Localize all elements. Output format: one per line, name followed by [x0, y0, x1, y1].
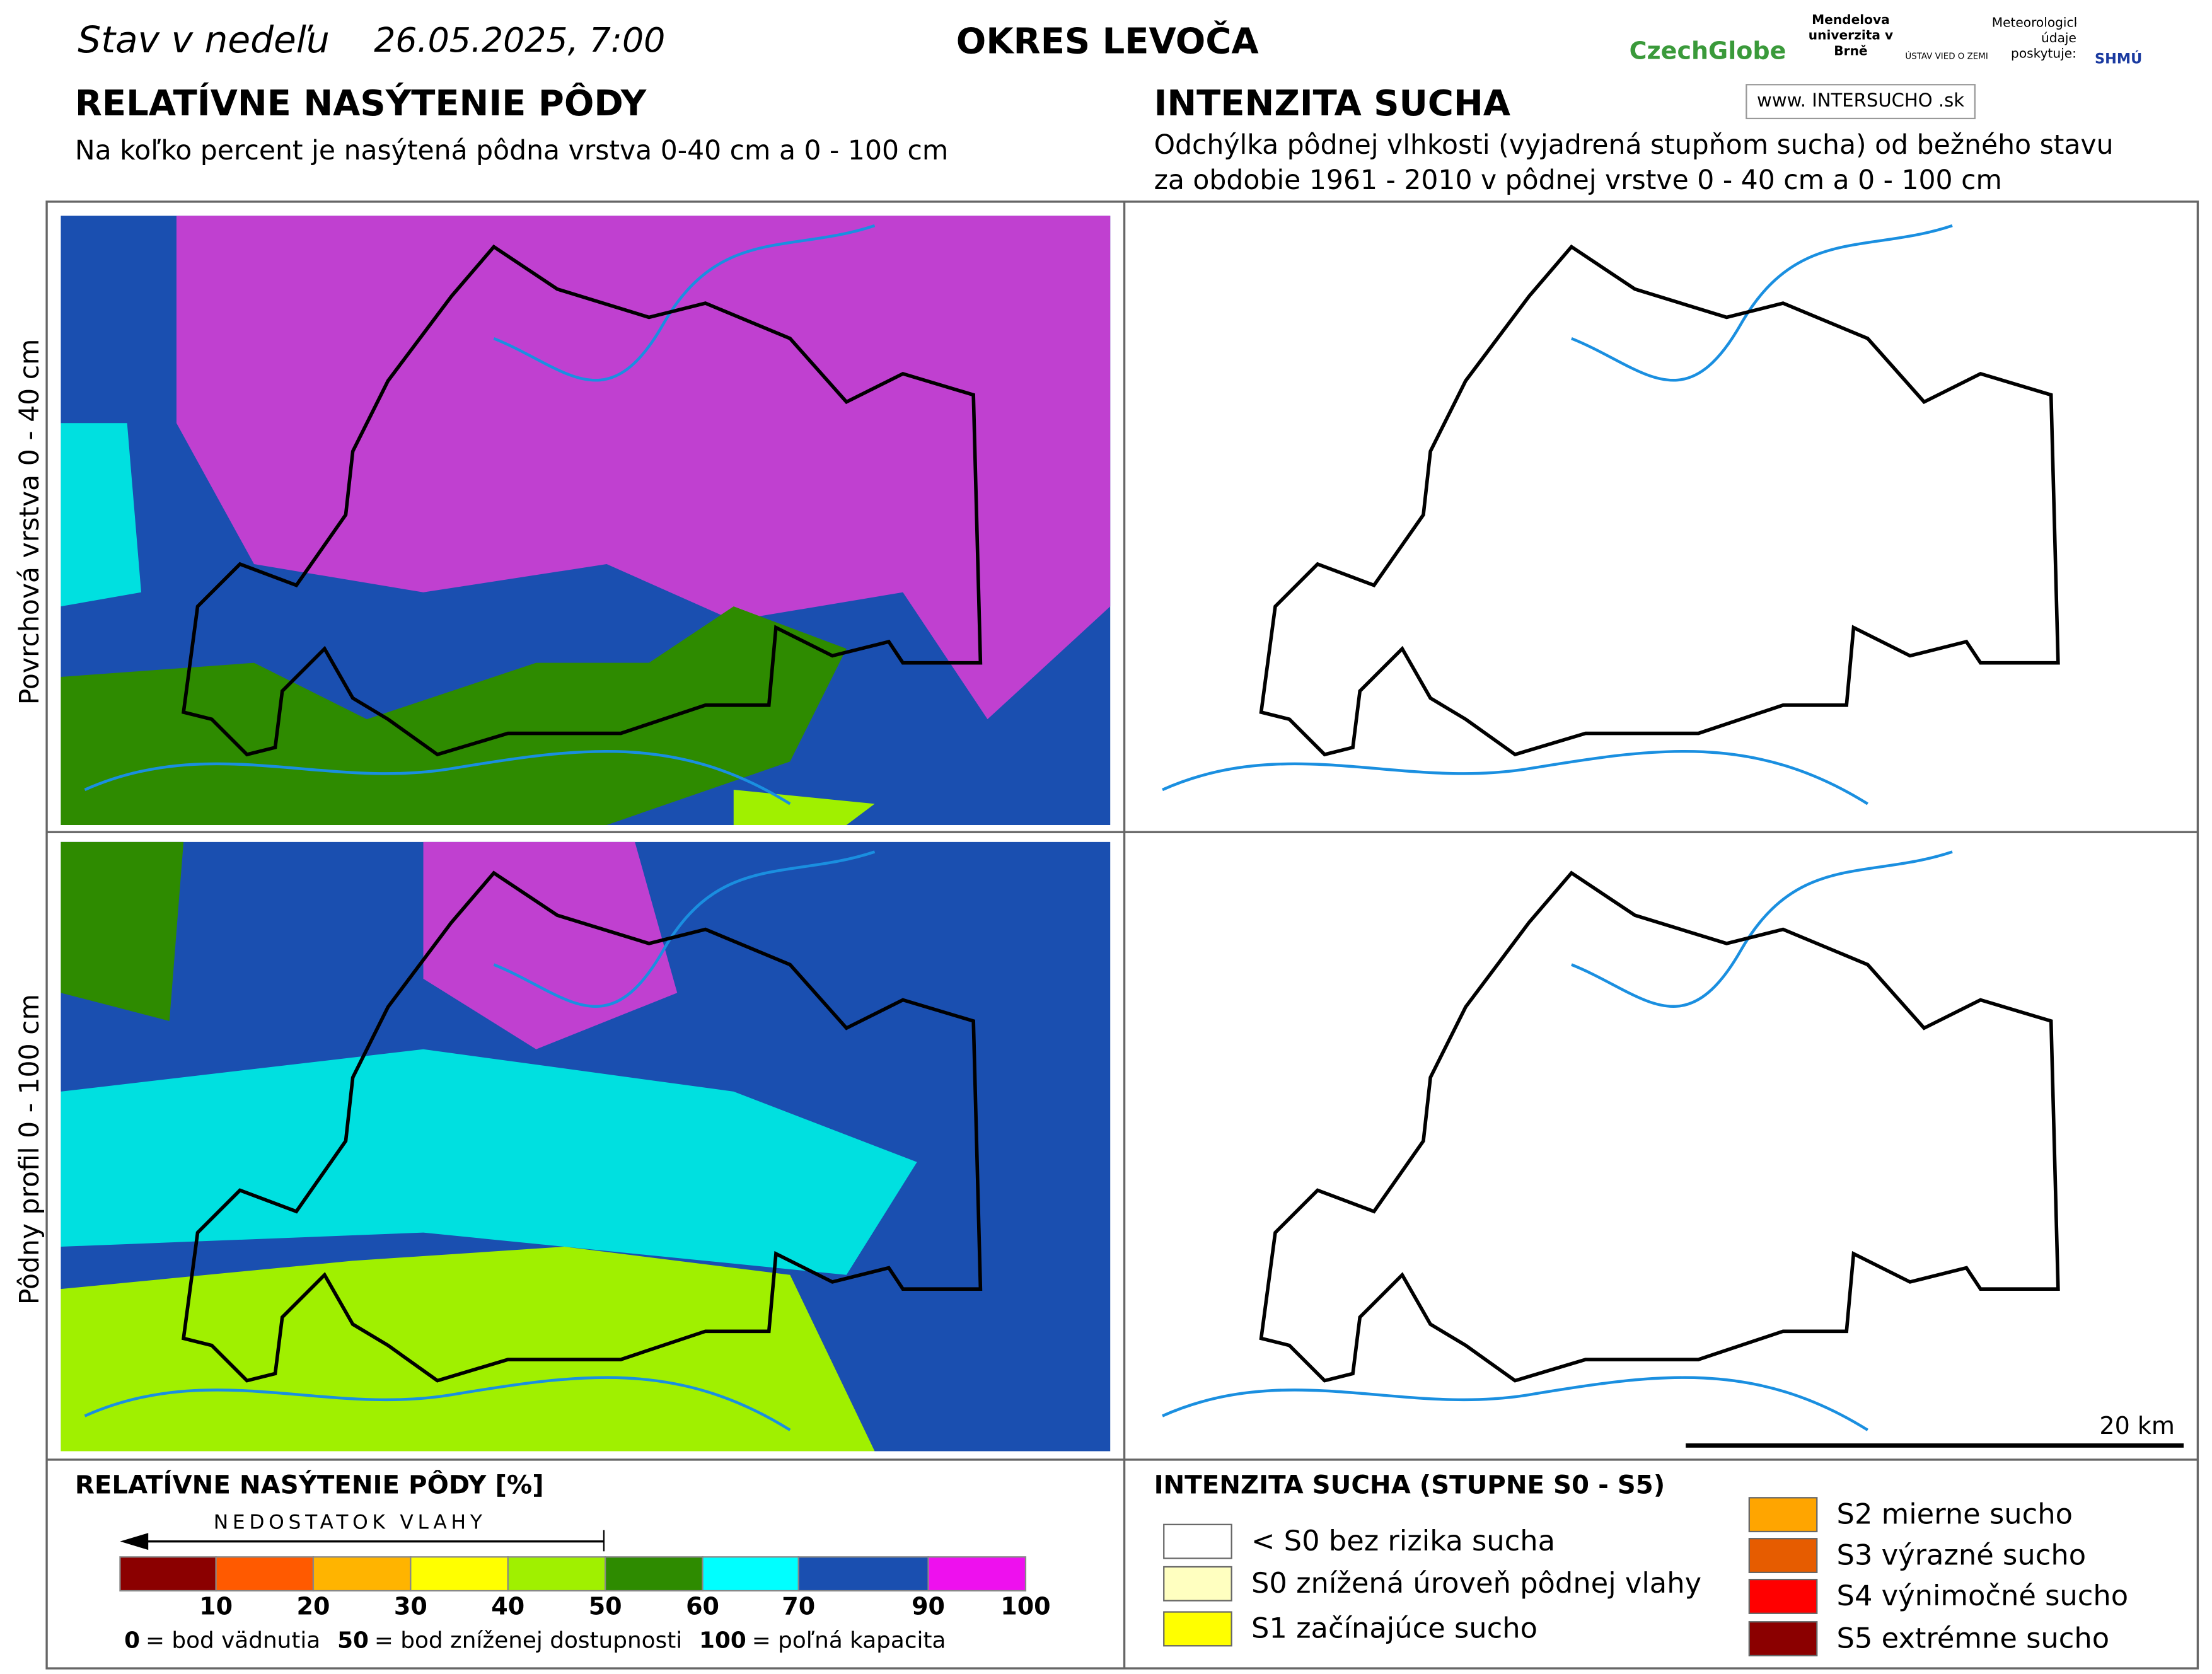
- legend-tick: 50: [589, 1592, 622, 1620]
- map-area: [423, 841, 678, 1049]
- note-key: 100: [699, 1628, 746, 1654]
- river: [84, 749, 791, 805]
- note-text: = bod zníženej dostupnosti: [374, 1628, 682, 1654]
- legend-swatch: [1163, 1523, 1232, 1559]
- note-key: 50: [337, 1628, 369, 1654]
- legend-label: S1 začínajúce sucho: [1251, 1612, 1537, 1645]
- legend-tick: 10: [199, 1592, 233, 1620]
- logo-mendel: Mendelova univerzita v Brně: [1808, 14, 1894, 59]
- legend-swatch: [797, 1556, 929, 1592]
- legend-swatch: [1748, 1578, 1818, 1614]
- logo-shmu-note: Meteorologické údaje poskytuje:: [1991, 16, 2076, 62]
- map-panel: [1138, 216, 2188, 825]
- legend-swatch: [119, 1556, 217, 1592]
- logo-shmu-note-box: Meteorologické údaje poskytuje:: [1991, 16, 2076, 62]
- legend-title: INTENZITA SUCHA (STUPNE S0 - S5): [1154, 1470, 1665, 1499]
- river: [1571, 224, 1953, 382]
- map-area: [176, 216, 1111, 720]
- scale-label: 20 km: [2099, 1412, 2175, 1440]
- legend-tick: 70: [782, 1592, 815, 1620]
- legend-label: S3 výrazné sucho: [1837, 1538, 2087, 1571]
- river: [1162, 1376, 1868, 1431]
- river: [493, 850, 876, 1008]
- date: 26.05.2025, 7:00: [374, 20, 665, 60]
- map-area: [61, 423, 141, 607]
- legend-title: RELATÍVNE NASÝTENIE PÔDY [%]: [75, 1469, 544, 1499]
- note-key: 0: [124, 1628, 140, 1654]
- legend-notes: 0 = bod vädnutia 50 = bod zníženej dostupno…: [124, 1628, 946, 1654]
- map-area: [61, 1247, 875, 1452]
- legend-swatch: [215, 1556, 315, 1592]
- legend-swatch: [312, 1556, 412, 1592]
- map-area: [61, 606, 847, 825]
- map-area: [733, 790, 875, 825]
- district: OKRES LEVOČA: [956, 21, 1259, 62]
- district-border: [182, 244, 983, 757]
- legend-tick: 40: [491, 1592, 524, 1620]
- right-title: INTENZITA SUCHA: [1154, 83, 1510, 124]
- map-background: [1138, 216, 2188, 825]
- legend-swatch: [1163, 1566, 1232, 1602]
- legend-swatch: [410, 1556, 509, 1592]
- legend-swatch: [1748, 1497, 1818, 1533]
- right-subtitle: za obdobie 1961 - 2010 v pôdnej vrstve 0…: [1154, 165, 2002, 196]
- map-area: [61, 1049, 917, 1275]
- right-subtitle: Odchýlka pôdnej vlhkosti (vyjadrená stup…: [1154, 130, 2114, 161]
- legend-swatch: [507, 1556, 606, 1592]
- map-background: [1138, 841, 2188, 1452]
- river: [1162, 749, 1868, 805]
- legend-label: S5 extrémne sucho: [1837, 1621, 2110, 1654]
- legend-swatch: [927, 1556, 1027, 1592]
- arrow-head: [120, 1533, 149, 1550]
- legend-swatch: [1163, 1611, 1232, 1647]
- map-area: [61, 841, 184, 1022]
- map-panel: [61, 841, 1111, 1452]
- legend-swatch: [1748, 1621, 1818, 1657]
- legend-label: S4 výnimočné sucho: [1837, 1579, 2129, 1612]
- note-text: = bod vädnutia: [146, 1628, 320, 1654]
- row-label: Pôdny profil 0 - 100 cm: [14, 994, 45, 1305]
- map-panel: [61, 216, 1111, 825]
- arrow-label: NEDOSTATOK VLAHY: [214, 1511, 487, 1534]
- legend-swatch: [702, 1556, 799, 1592]
- legend-tick: 100: [1000, 1592, 1050, 1620]
- legend-tick: 20: [297, 1592, 330, 1620]
- legend-tick: 90: [912, 1592, 945, 1620]
- logo-shmu: SHMÚ: [2095, 49, 2142, 67]
- logo-uvz: ÚSTAV VIED O ZEMI: [1905, 50, 1988, 62]
- legend-label: < S0 bez rizika sucha: [1251, 1524, 1555, 1557]
- note-text: = poľná kapacita: [752, 1628, 946, 1654]
- map-panel: [1138, 841, 2188, 1452]
- legend-tick: 30: [394, 1592, 427, 1620]
- frame: [45, 200, 2199, 1670]
- legend-swatch: [1748, 1538, 1818, 1574]
- maps: [61, 216, 2188, 1452]
- river: [84, 1376, 791, 1431]
- row-label: Povrchová vrstva 0 - 40 cm: [14, 339, 45, 705]
- river: [1571, 850, 1953, 1008]
- logo-web: www. INTERSUCHO .sk: [1757, 89, 1964, 111]
- logo-web-box: [1746, 84, 1976, 120]
- district-border: [182, 870, 983, 1383]
- legend-swatch: [605, 1556, 704, 1592]
- left-subtitle: Na koľko percent je nasýtená pôdna vrstv…: [75, 136, 948, 166]
- left-title: RELATÍVNE NASÝTENIE PÔDY: [75, 83, 647, 124]
- legend-tick: 60: [686, 1592, 719, 1620]
- river: [493, 224, 876, 382]
- logo-mendel-box: Mendelova univerzita v Brně: [1808, 14, 1894, 59]
- district-border: [1259, 244, 2060, 757]
- district-border: [1259, 870, 2060, 1383]
- legend-label: S0 znížená úroveň pôdnej vlahy: [1251, 1566, 1701, 1600]
- logo-czechglobe: CzechGlobe: [1630, 37, 1786, 64]
- legend-label: S2 mierne sucho: [1837, 1497, 2073, 1530]
- date-prefix: Stav v nedeľu: [78, 18, 330, 61]
